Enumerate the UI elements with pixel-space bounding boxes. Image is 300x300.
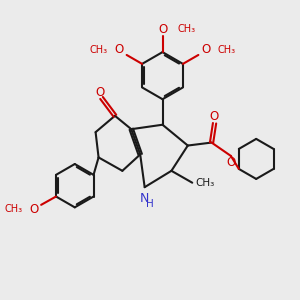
- Text: CH₃: CH₃: [195, 178, 214, 188]
- Text: O: O: [115, 43, 124, 56]
- Text: O: O: [201, 43, 210, 56]
- Text: H: H: [146, 199, 154, 209]
- Text: CH₃: CH₃: [218, 45, 236, 55]
- Text: O: O: [226, 156, 236, 169]
- Text: CH₃: CH₃: [4, 204, 23, 214]
- Text: CH₃: CH₃: [89, 45, 107, 55]
- Text: N: N: [140, 192, 149, 205]
- Text: O: O: [158, 23, 167, 36]
- Text: O: O: [95, 86, 105, 99]
- Text: CH₃: CH₃: [178, 24, 196, 34]
- Text: O: O: [29, 203, 38, 216]
- Text: O: O: [209, 110, 219, 123]
